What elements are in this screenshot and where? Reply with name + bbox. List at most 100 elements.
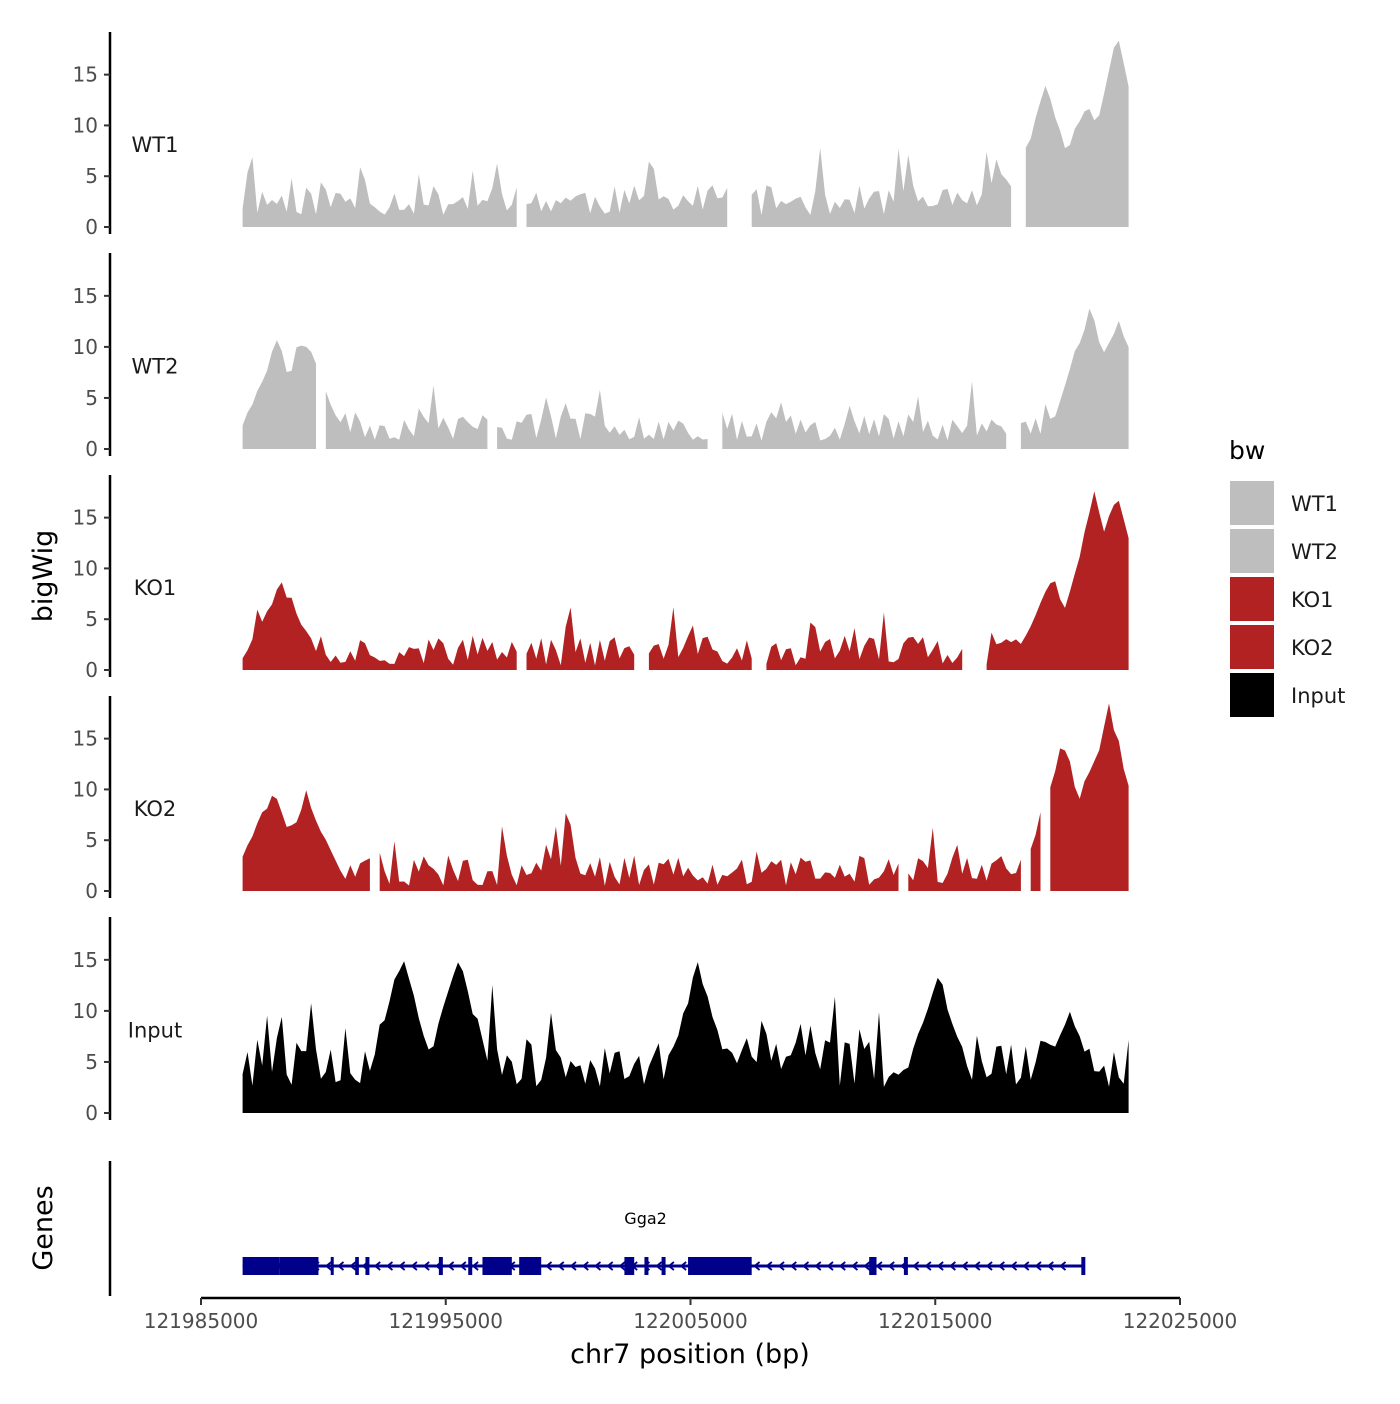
strand-arrow — [471, 1261, 479, 1271]
gene-exon-small — [661, 1257, 666, 1275]
gene-exon — [869, 1257, 877, 1275]
strand-arrow — [851, 1261, 859, 1271]
signal-area-ko2 — [242, 790, 370, 891]
y-tick-label: 15 — [73, 284, 98, 308]
legend: bw WT1 WT2 KO1 KO2 Input — [1228, 436, 1345, 719]
y-tick-label: 0 — [85, 437, 98, 461]
y-tick-label: 5 — [85, 1050, 98, 1074]
x-axis-title: chr7 position (bp) — [570, 1339, 810, 1370]
legend-label: WT1 — [1291, 492, 1338, 516]
gene-exon-small — [468, 1257, 473, 1275]
signal-area-ko1 — [526, 607, 635, 670]
track-label: KO1 — [134, 576, 177, 600]
x-tick-label: 122005000 — [633, 1309, 748, 1333]
strand-arrow — [789, 1261, 797, 1271]
strand-arrow — [1034, 1261, 1042, 1271]
strand-arrow — [349, 1261, 357, 1271]
strand-arrow — [373, 1261, 381, 1271]
strand-arrow — [1010, 1261, 1018, 1271]
y-tick-label: 10 — [73, 556, 98, 580]
track-ko1: 0 5 10 15 KO1 — [73, 475, 1129, 682]
strand-arrow — [324, 1261, 332, 1271]
strand-arrow — [1046, 1261, 1054, 1271]
y-axis-title: bigWig — [28, 530, 59, 623]
signal-area-ko1 — [242, 582, 517, 670]
signal-area-wt2 — [497, 389, 708, 449]
y-tick-label: 5 — [85, 607, 98, 631]
y-tick-label: 10 — [73, 113, 98, 137]
y-tick-label: 10 — [73, 777, 98, 801]
y-tick-label: 15 — [73, 948, 98, 972]
strand-arrow — [948, 1261, 956, 1271]
x-axis: 121985000 121995000 122005000 122015000 1220… — [144, 1296, 1237, 1333]
signal-area-wt2 — [242, 340, 316, 449]
track-wt1: 0 5 10 15 WT1 — [73, 32, 1129, 239]
strand-arrow — [447, 1261, 455, 1271]
y-tick-label: 10 — [73, 999, 98, 1023]
track-wt2: 0 5 10 15 WT2 — [73, 253, 1129, 461]
strand-arrow — [765, 1261, 773, 1271]
gene-exon — [355, 1257, 359, 1275]
y-tick-label: 10 — [73, 335, 98, 359]
strand-arrow — [936, 1261, 944, 1271]
strand-arrow — [459, 1261, 467, 1271]
gene-exon — [688, 1257, 752, 1275]
legend-swatch — [1228, 623, 1276, 671]
legend-label: KO1 — [1291, 588, 1334, 612]
signal-area-input — [242, 961, 1129, 1113]
y-tick-label: 15 — [73, 506, 98, 530]
signal-area-ko2 — [1050, 703, 1129, 891]
strand-arrow — [777, 1261, 785, 1271]
strand-arrow — [337, 1261, 345, 1271]
gene-exon-small — [644, 1257, 649, 1275]
y-tick-label: 0 — [85, 215, 98, 239]
track-panels: 0 5 10 15 WT1 0 5 10 15 WT2 0 5 10 15 KO1 0 5 10 15 KO2 0 5 10… — [73, 32, 1129, 1125]
track-input: 0 5 10 15 Input — [73, 917, 1129, 1125]
signal-area-ko1 — [986, 491, 1129, 670]
strand-arrow — [838, 1261, 846, 1271]
y-tick-label: 5 — [85, 164, 98, 188]
track-label: Input — [128, 1019, 182, 1043]
track-ko2: 0 5 10 15 KO2 — [73, 696, 1129, 903]
strand-arrow — [814, 1261, 822, 1271]
track-label: WT2 — [132, 355, 179, 379]
gene-exon-small — [1081, 1257, 1086, 1275]
signal-area-wt1 — [1025, 40, 1129, 228]
legend-label: KO2 — [1291, 636, 1334, 660]
strand-arrow — [1022, 1261, 1030, 1271]
signal-area-ko1 — [766, 612, 963, 670]
signal-area-ko2 — [1030, 812, 1041, 891]
strand-arrow — [887, 1261, 895, 1271]
strand-arrow — [594, 1261, 602, 1271]
strand-arrow — [606, 1261, 614, 1271]
x-tick-label: 121995000 — [388, 1309, 503, 1333]
gene-exon-small — [903, 1257, 908, 1275]
signal-area-ko1 — [648, 607, 752, 670]
signal-area-wt1 — [242, 157, 517, 227]
y-tick-label: 0 — [85, 879, 98, 903]
gene-exon — [482, 1257, 512, 1275]
strand-arrow — [753, 1261, 761, 1271]
strand-arrow — [1059, 1261, 1067, 1271]
gene-panel: Gga2 — [108, 1161, 1086, 1296]
gene-exon — [330, 1257, 334, 1275]
strand-arrow — [985, 1261, 993, 1271]
gene-exon-small — [438, 1257, 443, 1275]
signal-area-wt2 — [722, 381, 1007, 449]
x-tick-label: 122015000 — [878, 1309, 993, 1333]
gene-exon — [519, 1257, 542, 1275]
strand-arrow — [679, 1261, 687, 1271]
strand-arrow — [618, 1261, 626, 1271]
strand-arrow — [997, 1261, 1005, 1271]
y-tick-label: 5 — [85, 386, 98, 410]
strand-arrow — [386, 1261, 394, 1271]
gene-exon — [279, 1257, 319, 1275]
strand-arrow — [802, 1261, 810, 1271]
track-label: KO2 — [134, 797, 177, 821]
strand-arrow — [545, 1261, 553, 1271]
legend-swatch — [1228, 527, 1276, 575]
genes-axis-title: Genes — [28, 1185, 59, 1270]
y-tick-label: 0 — [85, 1101, 98, 1125]
